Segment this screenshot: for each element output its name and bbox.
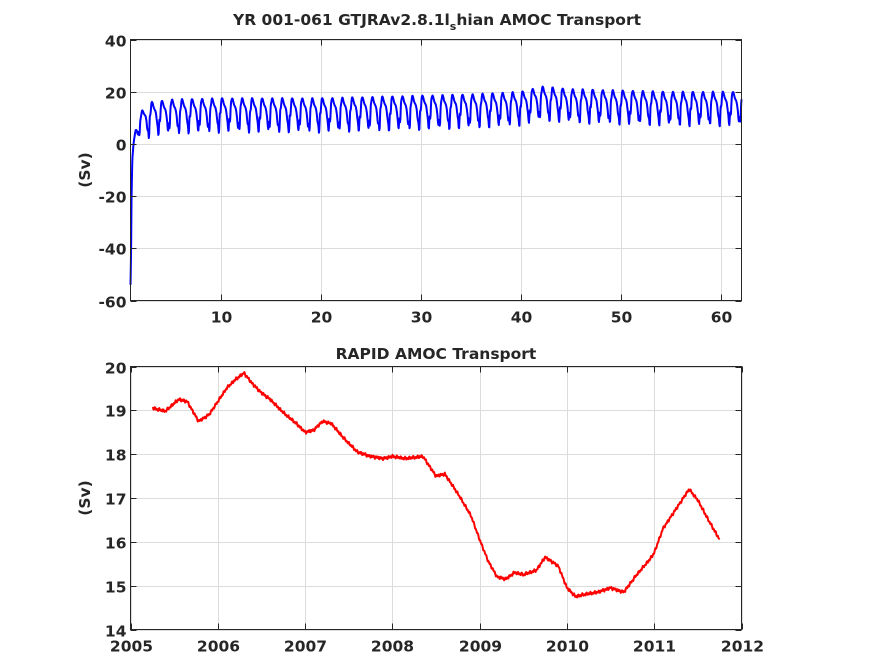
bottom-y-tick-label: 19: [105, 403, 127, 421]
top-y-axis-label: (Sv): [76, 152, 94, 187]
bottom-y-tick-label: 20: [105, 360, 127, 378]
bottom-x-tick-label: 2008: [371, 638, 414, 656]
bottom-x-tick-label: 2009: [459, 638, 502, 656]
top-y-tick-label: 40: [105, 33, 127, 51]
top-x-tick-label: 50: [611, 309, 633, 327]
top-y-tick-label: 0: [116, 137, 127, 155]
top-series-line: [129, 85, 743, 285]
bottom-y-tick-label: 18: [105, 447, 127, 465]
bottom-plot-ticks: 2005 2006 2007 2008 2009 2010 2011 2012 14 15 16 17…: [105, 360, 764, 656]
top-chart-title-subscript: s: [450, 20, 457, 33]
top-y-tick-label: -20: [98, 189, 126, 207]
bottom-x-tick-label: 2010: [546, 638, 589, 656]
bottom-x-tick-label: 2005: [110, 638, 153, 656]
top-chart-title-main: YR 001-061 GTJRAv2.8.1l: [232, 11, 450, 29]
bottom-plot-grid: [130, 366, 743, 631]
top-plot-grid: [130, 39, 742, 302]
bottom-x-tick-label: 2011: [633, 638, 676, 656]
bottom-y-tick-label: 14: [105, 623, 127, 641]
top-x-tick-label: 10: [211, 309, 233, 327]
top-chart-title: YR 001-061 GTJRAv2.8.1lshian AMOC Transp…: [232, 11, 642, 33]
top-plot-series: [129, 85, 743, 285]
bottom-plot-series: [151, 371, 721, 599]
top-plot-panel: YR 001-061 GTJRAv2.8.1lshian AMOC Transp…: [76, 11, 743, 327]
top-x-tick-label: 60: [711, 309, 733, 327]
bottom-x-tick-label: 2007: [284, 638, 327, 656]
bottom-series-line: [151, 371, 721, 599]
bottom-plot-panel: RAPID AMOC Transport 2005 2006 2007 2008 200…: [76, 345, 764, 656]
top-chart-title-tail: hian AMOC Transport: [456, 11, 641, 29]
top-x-tick-label: 30: [411, 309, 433, 327]
top-y-tick-label: 20: [105, 85, 127, 103]
top-plot-ticks: 10 20 30 40 50 60 -60 -40 -20 0 20 40: [98, 33, 742, 327]
bottom-y-tick-label: 15: [105, 579, 127, 597]
bottom-y-axis-label: (Sv): [76, 480, 94, 515]
bottom-y-tick-label: 17: [105, 491, 127, 509]
bottom-x-tick-label: 2006: [197, 638, 240, 656]
top-x-tick-label: 40: [511, 309, 533, 327]
bottom-y-tick-label: 16: [105, 535, 127, 553]
bottom-x-tick-label: 2012: [721, 638, 764, 656]
top-x-tick-label: 20: [311, 309, 333, 327]
bottom-chart-title: RAPID AMOC Transport: [336, 345, 537, 363]
top-plot-frame: [130, 39, 742, 301]
top-y-tick-label: -60: [98, 294, 126, 312]
top-y-tick-label: -40: [98, 241, 126, 259]
